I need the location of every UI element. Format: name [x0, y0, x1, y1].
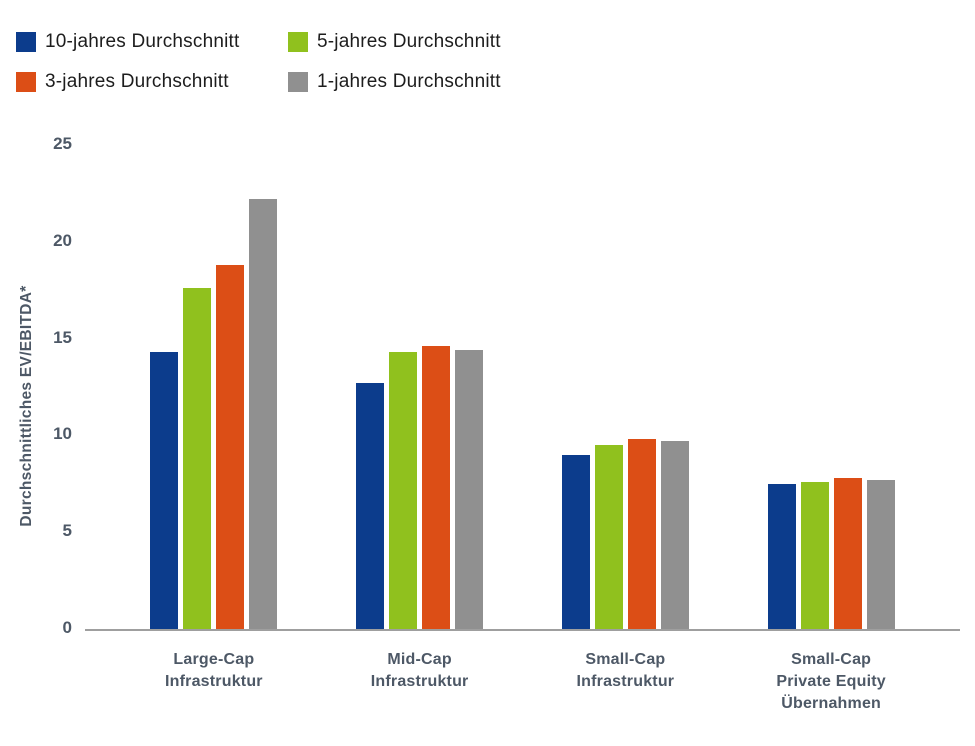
bar	[389, 352, 418, 629]
bar	[216, 265, 245, 629]
legend-item: 1-jahres Durchschnitt	[288, 71, 501, 92]
y-tick-label: 20	[53, 230, 72, 250]
bar	[183, 288, 212, 629]
bar	[455, 350, 484, 629]
bar	[833, 478, 862, 629]
y-axis-ticks: 0 5 10 15 20 25	[0, 134, 72, 637]
legend-swatch-icon	[288, 71, 308, 92]
x-axis-labels: Large-Cap Infrastruktur Mid-Cap Infrastru…	[85, 649, 960, 734]
x-axis-category-label: Mid-Cap Infrastruktur	[370, 651, 469, 690]
legend-swatch-icon	[16, 31, 36, 52]
legend-item: 10-jahres Durchschnitt	[16, 31, 288, 52]
legend-swatch-icon	[288, 31, 308, 52]
bar	[356, 383, 385, 629]
legend-item: 5-jahres Durchschnitt	[288, 31, 501, 52]
bar	[800, 481, 829, 629]
legend-label: 10-jahres Durchschnitt	[45, 30, 240, 52]
bar-group	[317, 145, 523, 629]
bar	[561, 454, 590, 629]
plot-area	[85, 145, 960, 631]
x-axis-category-label: Large-Cap Infrastruktur	[165, 651, 263, 690]
legend-label: 1-jahres Durchschnitt	[317, 70, 501, 92]
bar	[866, 479, 895, 629]
x-axis-category-label: Small-Cap Private Equity Übernahmen	[776, 651, 886, 712]
y-tick-label: 0	[62, 618, 72, 637]
bar	[150, 352, 179, 629]
bar	[249, 199, 278, 629]
bar	[767, 483, 796, 629]
bar	[660, 441, 689, 629]
bar	[594, 445, 623, 629]
y-tick-label: 5	[62, 521, 72, 541]
y-tick-label: 10	[53, 424, 72, 444]
bar	[627, 439, 656, 629]
x-axis-category-label: Small-Cap Infrastruktur	[576, 651, 675, 690]
bar	[422, 346, 451, 629]
legend-item: 3-jahres Durchschnitt	[16, 71, 288, 92]
bar-group	[523, 145, 729, 629]
legend-label: 5-jahres Durchschnitt	[317, 30, 501, 52]
legend-label: 3-jahres Durchschnitt	[45, 70, 229, 92]
y-tick-label: 15	[53, 327, 72, 347]
legend-swatch-icon	[16, 71, 36, 92]
legend: 10-jahres Durchschnitt 5-jahres Durchschn…	[16, 31, 501, 92]
bar-group	[728, 145, 934, 629]
y-tick-label: 25	[53, 134, 72, 153]
bar-group	[111, 145, 317, 629]
